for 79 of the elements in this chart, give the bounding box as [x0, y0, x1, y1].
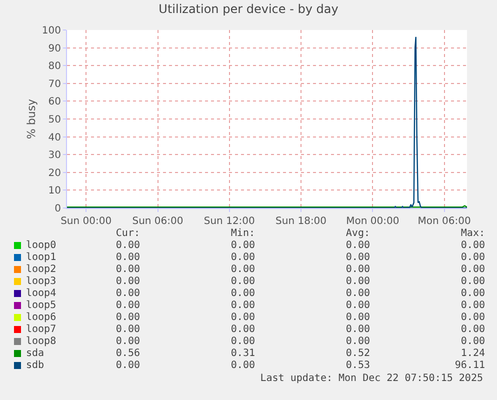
- text: 0.00: [230, 300, 255, 312]
- text: 0.00: [460, 240, 485, 252]
- text: 0.00: [114, 288, 140, 300]
- text: 0.00: [460, 276, 485, 288]
- text: 0.00: [230, 312, 255, 324]
- legend-label: sdb: [26, 360, 44, 372]
- y-tick-label: 10: [48, 186, 61, 197]
- text: Cur:: [114, 228, 140, 240]
- text: 0.00: [344, 312, 370, 324]
- text: 0.00: [230, 324, 255, 336]
- text: Avg:: [344, 228, 370, 240]
- x-tick-label: Sun 00:00: [60, 216, 112, 227]
- text: 0.00: [230, 360, 255, 372]
- text: 0.00: [460, 324, 485, 336]
- text: 0.00: [344, 240, 370, 252]
- text: 0.00: [114, 360, 140, 372]
- y-tick-label: 50: [48, 114, 61, 126]
- text: 0.56: [114, 348, 140, 360]
- x-tick-label: Sun 12:00: [204, 216, 255, 227]
- legend-label: loop1: [26, 252, 56, 264]
- legend-label: sda: [26, 348, 44, 360]
- y-tick-label: 40: [48, 132, 61, 144]
- x-tick-label: Mon 00:00: [346, 216, 400, 227]
- text: 0.00: [344, 336, 370, 348]
- y-tick-label: 0: [54, 204, 61, 214]
- legend-label: loop5: [26, 300, 56, 312]
- text: Min:: [230, 228, 255, 240]
- text: 1.24: [460, 348, 485, 360]
- text: 0.00: [460, 336, 485, 348]
- text: 0.00: [230, 288, 255, 300]
- text: 0.00: [114, 300, 140, 312]
- x-tick-label: Sun 06:00: [132, 216, 184, 227]
- y-tick-label: 20: [48, 168, 61, 179]
- legend-label: loop8: [26, 336, 56, 348]
- text: 0.00: [460, 312, 485, 324]
- text: 0.00: [114, 252, 140, 264]
- text: 0.00: [344, 288, 370, 300]
- legend-label: loop4: [26, 288, 56, 300]
- y-tick-label: 30: [48, 150, 61, 162]
- text: 0.00: [460, 288, 485, 300]
- text: 0.00: [460, 264, 485, 276]
- text: 0.00: [344, 276, 370, 288]
- text: 0.00: [230, 264, 255, 276]
- text: 0.00: [114, 264, 140, 276]
- text: 0.00: [230, 336, 255, 348]
- y-axis-title: % busy: [25, 98, 38, 140]
- x-tick-label: Mon 06:00: [418, 216, 471, 227]
- text: 0.00: [344, 300, 370, 312]
- legend-label: loop7: [26, 324, 56, 336]
- text: 96.11: [454, 360, 485, 372]
- text: 0.00: [114, 324, 140, 336]
- legend-label: loop3: [26, 276, 56, 288]
- x-tick-label: Sun 18:00: [276, 216, 327, 227]
- text: 0.31: [230, 348, 255, 360]
- legend-label: loop6: [26, 312, 56, 324]
- text: 0.00: [344, 324, 370, 336]
- text: 0.00: [114, 276, 140, 288]
- text: 0.00: [344, 264, 370, 276]
- text: 0.00: [114, 240, 140, 252]
- text: 0.00: [114, 312, 140, 324]
- y-tick-label: 80: [48, 61, 61, 72]
- text: 0.00: [460, 300, 485, 312]
- text: 0.00: [114, 336, 140, 348]
- legend-label: loop0: [26, 240, 56, 252]
- y-tick-label: 70: [48, 78, 61, 90]
- chart-title: Utilization per device - by day: [158, 2, 338, 16]
- text: 0.00: [230, 252, 255, 264]
- y-tick-label: 90: [48, 43, 61, 54]
- text: 0.00: [230, 276, 255, 288]
- text: 0.00: [344, 252, 370, 264]
- text: 0.52: [344, 348, 370, 360]
- text: 0.00: [230, 240, 255, 252]
- text: 0.53: [344, 360, 370, 372]
- y-tick-label: 100: [42, 26, 61, 36]
- text: Max:: [460, 228, 485, 240]
- legend-label: loop2: [26, 264, 56, 276]
- y-tick-label: 60: [48, 96, 61, 108]
- text: 0.00: [460, 252, 485, 264]
- text: Last update: Mon Dec 22 07:50:15 2025: [259, 372, 484, 386]
